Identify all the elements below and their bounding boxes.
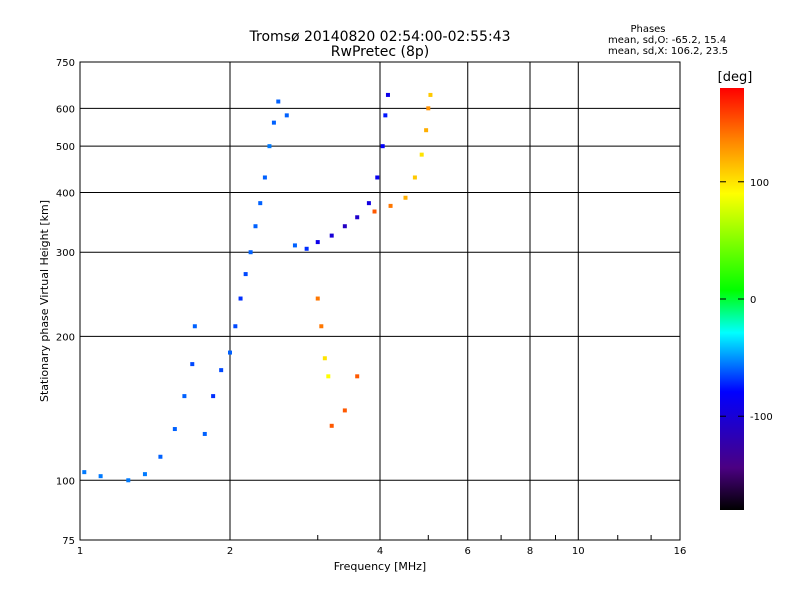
data-point	[253, 224, 258, 229]
x-tick-label: 10	[572, 546, 585, 557]
data-point	[262, 175, 267, 180]
data-point	[329, 423, 334, 428]
colorbar-tick-label: 100	[750, 178, 769, 189]
data-point	[243, 272, 248, 277]
data-point	[372, 209, 377, 214]
chart-title: Tromsø 20140820 02:54:00-02:55:43	[249, 29, 511, 45]
data-point	[383, 113, 388, 118]
data-point	[284, 113, 289, 118]
data-point	[267, 144, 272, 149]
data-point	[219, 368, 224, 373]
data-point	[322, 356, 327, 361]
y-tick-label: 200	[56, 332, 75, 343]
data-point	[424, 128, 429, 133]
colorbar-label: [deg]	[718, 70, 753, 85]
data-point	[419, 152, 424, 157]
colorbar-tick-label: 0	[750, 295, 756, 306]
data-point	[190, 362, 195, 367]
colorbar-tick-label: -100	[750, 412, 773, 423]
data-point	[192, 324, 197, 329]
data-point	[380, 144, 385, 149]
data-point	[315, 240, 320, 245]
phases-heading: Phases	[630, 24, 665, 35]
data-point	[248, 250, 253, 255]
y-tick-label: 600	[56, 104, 75, 115]
x-tick-labels: 1 2 4 6 8 10 16	[77, 546, 687, 557]
data-point	[233, 324, 238, 329]
data-points	[82, 92, 433, 483]
chart-subtitle: RwPretec (8p)	[331, 44, 429, 60]
y-tick-label: 300	[56, 248, 75, 259]
data-point	[319, 324, 324, 329]
data-point	[428, 92, 433, 97]
data-point	[276, 99, 281, 104]
y-tick-label: 75	[62, 536, 75, 547]
data-point	[342, 408, 347, 413]
data-point	[142, 472, 147, 477]
y-tick-label: 750	[56, 58, 75, 69]
y-tick-labels: 75 100 200 300 400 500 600 750	[56, 58, 75, 547]
data-point	[426, 106, 431, 111]
data-point	[158, 454, 163, 459]
y-tick-label: 100	[56, 476, 75, 487]
x-tick-label: 1	[77, 546, 83, 557]
data-point	[82, 470, 87, 475]
data-point	[238, 296, 243, 301]
data-point	[412, 175, 417, 180]
x-axis-label: Frequency [MHz]	[334, 560, 426, 573]
data-point	[366, 201, 371, 206]
data-point	[211, 394, 216, 399]
data-point	[182, 394, 187, 399]
data-point	[202, 431, 207, 436]
grid	[80, 62, 680, 540]
y-tick-label: 500	[56, 142, 75, 153]
data-point	[388, 203, 393, 208]
data-point	[375, 175, 380, 180]
x-tick-label: 2	[227, 546, 233, 557]
data-point	[304, 246, 309, 251]
phases-x-stats: mean, sd,X: 106.2, 23.5	[608, 46, 728, 57]
data-point	[326, 374, 331, 379]
data-point	[355, 374, 360, 379]
colorbar-ticks: 100 0 -100	[720, 178, 773, 423]
data-point	[258, 201, 263, 206]
data-point	[98, 474, 103, 479]
data-point	[403, 195, 408, 200]
phases-o-stats: mean, sd,O: -65.2, 15.4	[608, 35, 726, 46]
data-point	[315, 296, 320, 301]
y-tick-label: 400	[56, 188, 75, 199]
x-tick-label: 8	[527, 546, 533, 557]
data-point	[228, 350, 232, 355]
data-point	[355, 215, 360, 220]
data-point	[126, 478, 131, 483]
data-point	[172, 427, 177, 432]
plot-frame	[79, 61, 681, 541]
data-point	[292, 243, 297, 248]
data-point	[271, 120, 276, 125]
data-point	[385, 92, 390, 97]
data-point	[342, 224, 347, 229]
y-axis-label: Stationary phase Virtual Height [km]	[38, 200, 51, 402]
data-point	[329, 233, 334, 238]
x-tick-label: 4	[377, 546, 383, 557]
x-tick-label: 6	[465, 546, 471, 557]
x-tick-label: 16	[674, 546, 687, 557]
